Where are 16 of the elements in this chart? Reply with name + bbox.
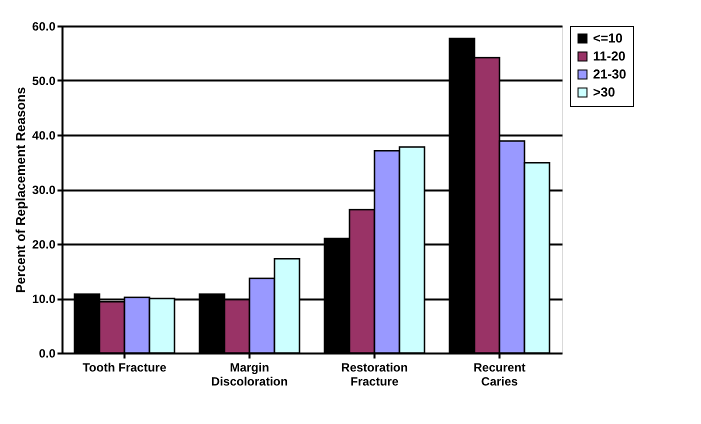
y-tick-label: 60.0: [32, 20, 56, 34]
y-tick-label: 0.0: [38, 346, 56, 360]
x-tick-label: Restoration Fracture: [341, 360, 408, 388]
x-tick-label: Recurent Caries: [473, 360, 526, 388]
y-tick-label: 50.0: [32, 74, 56, 88]
y-tick-label: 20.0: [32, 238, 56, 252]
x-tick-label: Tooth Fracture: [82, 360, 167, 374]
legend-label: >30: [593, 84, 616, 100]
y-tick-label: 40.0: [32, 128, 56, 142]
y-axis-title: Percent of Replacement Reasons: [13, 87, 28, 293]
legend-label: 21-30: [593, 66, 626, 82]
legend-label: 11-20: [593, 48, 626, 64]
legend-label: <=10: [593, 30, 623, 46]
y-tick-label: 30.0: [32, 183, 56, 197]
x-tick-label: Margin Discoloration: [211, 360, 288, 388]
y-tick-label: 10.0: [32, 292, 56, 306]
